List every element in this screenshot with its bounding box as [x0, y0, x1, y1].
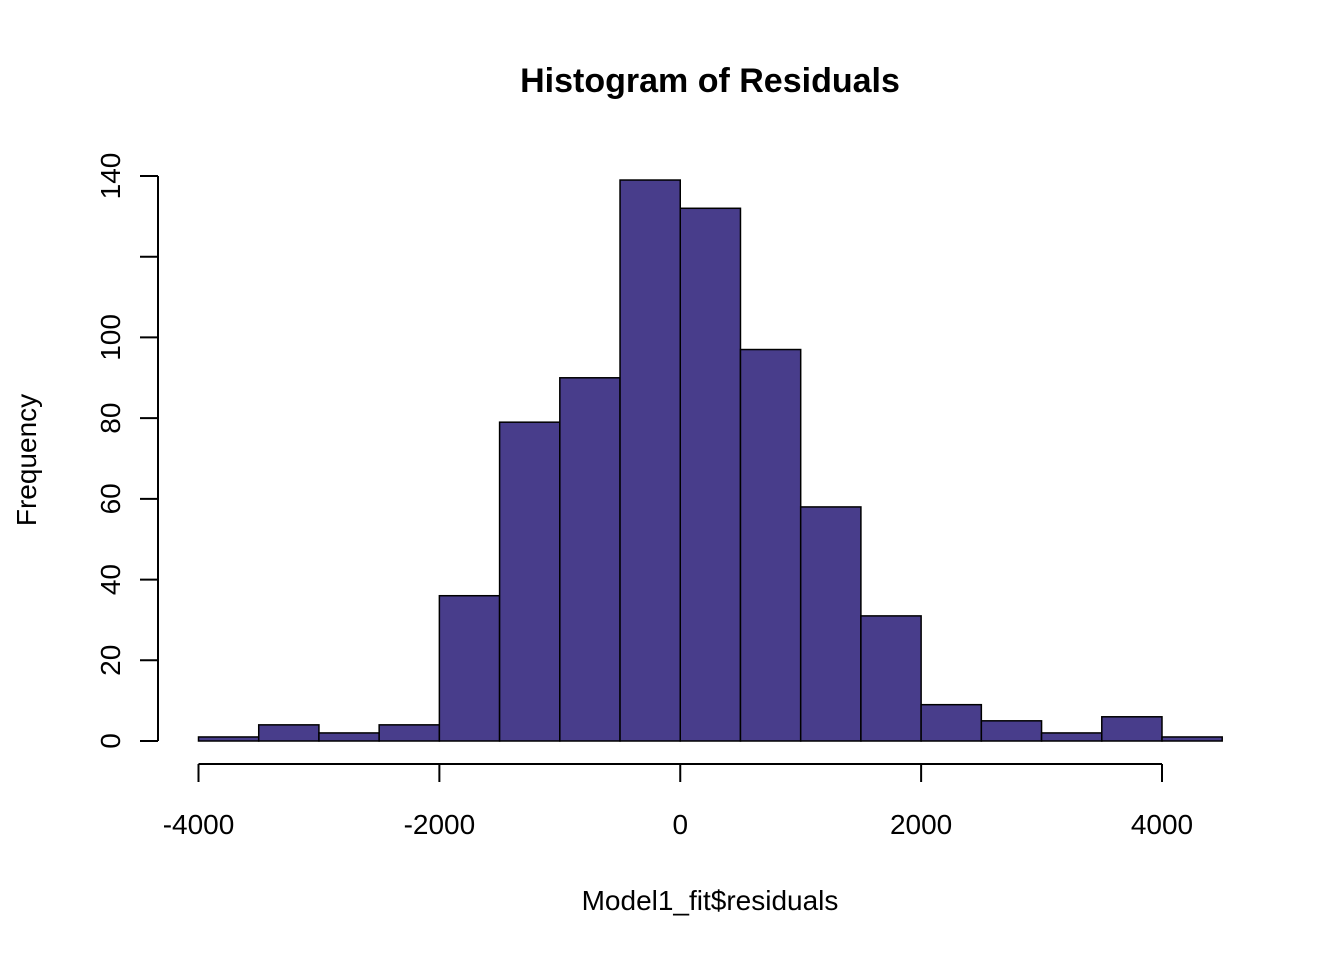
y-axis: 0 20 40 60 80 100 140	[95, 153, 159, 749]
histogram-bar	[679, 207, 742, 742]
histogram-bar	[197, 736, 260, 742]
histogram-bar	[1040, 732, 1103, 742]
histogram-bar	[257, 724, 320, 742]
x-tick-label: 4000	[1131, 809, 1193, 840]
x-tick-label: 0	[672, 809, 688, 840]
histogram-bar	[799, 506, 862, 742]
x-tick-label: -4000	[163, 809, 235, 840]
x-axis: -4000 -2000 0 2000 4000	[163, 763, 1193, 840]
y-tick-label: 140	[95, 153, 126, 200]
x-tick-label: -2000	[404, 809, 476, 840]
histogram-bar	[559, 377, 621, 742]
histogram-bar	[378, 724, 441, 742]
y-tick-label: 0	[95, 733, 126, 749]
histogram-bar	[980, 720, 1043, 742]
chart-title: Histogram of Residuals	[520, 62, 900, 100]
y-tick-label: 60	[95, 483, 126, 514]
histogram-bar	[438, 594, 501, 742]
y-tick-label: 100	[95, 314, 126, 361]
y-tick-label: 80	[95, 403, 126, 434]
histogram-bar	[860, 615, 922, 742]
histogram-bar	[498, 421, 561, 742]
histogram-bar	[920, 703, 983, 742]
x-tick-label: 2000	[890, 809, 952, 840]
y-axis-label: Frequency	[11, 394, 42, 526]
histogram-bar	[1161, 736, 1223, 742]
y-tick-label: 40	[95, 564, 126, 595]
histogram-bar	[318, 732, 380, 742]
bars-group	[197, 179, 1223, 742]
x-axis-label: Model1_fit$residuals	[582, 885, 839, 916]
histogram-bar	[739, 348, 802, 742]
histogram-bar	[1101, 716, 1163, 742]
histogram-bar	[619, 179, 681, 742]
y-tick-label: 20	[95, 645, 126, 676]
